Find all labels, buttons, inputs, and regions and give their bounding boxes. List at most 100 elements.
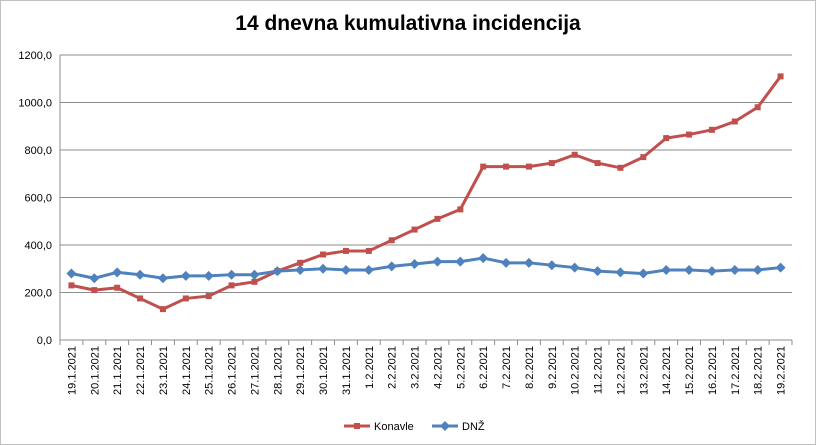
- data-point-dnz: [340, 264, 351, 275]
- data-point-dnz: [272, 266, 283, 277]
- data-point-konavle: [708, 126, 715, 133]
- x-tick-label: 1.2.2021: [364, 346, 376, 389]
- x-tick-label: 6.2.2021: [478, 346, 490, 389]
- chart-title: 14 dnevna kumulativna incidencija: [235, 12, 581, 35]
- x-tick-label: 11.2.2021: [593, 346, 605, 394]
- x-tick-label: 5.2.2021: [455, 346, 467, 389]
- data-point-konavle: [114, 284, 121, 291]
- x-tick-label: 22.1.2021: [135, 346, 147, 395]
- y-tick-label: 0,0: [37, 335, 52, 347]
- data-point-dnz: [295, 264, 306, 275]
- data-point-dnz: [569, 262, 580, 273]
- x-tick-label: 19.2.2021: [776, 346, 788, 395]
- series-line-dnz: [71, 256, 781, 280]
- data-point-konavle: [342, 247, 349, 254]
- x-tick-label: 30.1.2021: [318, 346, 330, 395]
- x-tick-label: 17.2.2021: [730, 346, 742, 395]
- data-point-konavle: [594, 160, 601, 167]
- series-line-konavle: [71, 75, 782, 311]
- data-point-konavle: [137, 295, 144, 302]
- y-tick-label: 400,0: [24, 240, 52, 252]
- data-point-konavle: [525, 163, 532, 170]
- x-tick-label: 29.1.2021: [295, 346, 307, 395]
- data-point-dnz: [684, 264, 695, 275]
- y-tick-label: 200,0: [24, 288, 52, 300]
- x-tick-label: 28.1.2021: [272, 346, 284, 395]
- data-point-dnz: [615, 267, 626, 278]
- legend-label-dnz: DNŽ: [462, 420, 485, 433]
- data-point-dnz: [386, 261, 397, 272]
- data-point-konavle: [388, 237, 395, 244]
- data-point-konavle: [640, 154, 647, 161]
- x-tick-label: 10.2.2021: [570, 346, 582, 395]
- data-point-dnz: [180, 270, 191, 281]
- legend-marker-dnz: [440, 421, 450, 431]
- x-tick-label: 20.1.2021: [89, 346, 101, 395]
- data-point-dnz: [455, 256, 466, 267]
- x-tick-label: 24.1.2021: [181, 346, 193, 395]
- data-point-dnz: [661, 264, 672, 275]
- x-tick-label: 14.2.2021: [661, 346, 673, 395]
- x-tick-label: 25.1.2021: [204, 346, 216, 395]
- x-tick-label: 3.2.2021: [410, 346, 422, 389]
- data-point-konavle: [663, 135, 670, 142]
- x-tick-label: 18.2.2021: [753, 346, 765, 395]
- data-point-konavle: [251, 278, 258, 285]
- data-point-konavle: [182, 295, 189, 302]
- data-point-konavle: [91, 287, 98, 294]
- x-tick-label: 15.2.2021: [684, 346, 696, 395]
- y-tick-label: 1200,0: [18, 50, 52, 62]
- data-point-dnz: [501, 257, 512, 268]
- data-point-konavle: [731, 118, 738, 125]
- x-tick-label: 12.2.2021: [615, 346, 627, 395]
- data-point-konavle: [457, 206, 464, 213]
- x-tick-label: 19.1.2021: [66, 346, 78, 395]
- data-point-konavle: [297, 259, 304, 266]
- data-point-dnz: [135, 269, 146, 280]
- data-point-dnz: [66, 268, 77, 279]
- data-point-dnz: [89, 273, 100, 284]
- data-point-konavle: [777, 73, 784, 80]
- data-point-dnz: [729, 264, 740, 275]
- data-point-konavle: [686, 131, 693, 138]
- data-point-dnz: [409, 259, 420, 269]
- x-tick-label: 2.2.2021: [387, 346, 399, 389]
- data-point-konavle: [205, 293, 212, 300]
- data-point-konavle: [548, 160, 555, 167]
- x-tick-label: 8.2.2021: [524, 346, 536, 389]
- x-tick-label: 13.2.2021: [638, 346, 650, 395]
- legend-marker-konavle: [354, 423, 360, 429]
- x-tick-label: 23.1.2021: [158, 346, 170, 395]
- legend-label-konavle: Konavle: [374, 421, 414, 433]
- data-point-dnz: [706, 266, 717, 277]
- y-tick-label: 800,0: [24, 145, 52, 157]
- data-point-dnz: [249, 269, 260, 280]
- data-point-dnz: [638, 268, 649, 279]
- data-point-dnz: [523, 257, 534, 268]
- data-point-konavle: [411, 226, 418, 233]
- x-tick-label: 16.2.2021: [707, 346, 719, 395]
- data-point-konavle: [571, 151, 578, 158]
- data-point-dnz: [546, 260, 557, 271]
- data-point-dnz: [363, 264, 374, 275]
- data-point-konavle: [159, 306, 166, 313]
- data-point-konavle: [503, 163, 510, 170]
- data-point-konavle: [434, 215, 441, 222]
- data-point-dnz: [432, 256, 443, 267]
- data-point-dnz: [592, 266, 603, 277]
- data-point-dnz: [318, 263, 329, 274]
- data-point-konavle: [68, 282, 75, 289]
- x-tick-label: 26.1.2021: [227, 346, 239, 395]
- y-tick-label: 600,0: [24, 193, 52, 205]
- data-point-konavle: [365, 247, 372, 254]
- data-point-konavle: [480, 163, 487, 170]
- data-point-konavle: [228, 282, 235, 289]
- x-tick-label: 9.2.2021: [547, 346, 559, 389]
- data-point-dnz: [752, 264, 763, 275]
- data-point-konavle: [617, 164, 624, 171]
- data-point-dnz: [203, 270, 214, 281]
- data-point-konavle: [754, 104, 761, 111]
- y-tick-label: 1000,0: [18, 98, 52, 110]
